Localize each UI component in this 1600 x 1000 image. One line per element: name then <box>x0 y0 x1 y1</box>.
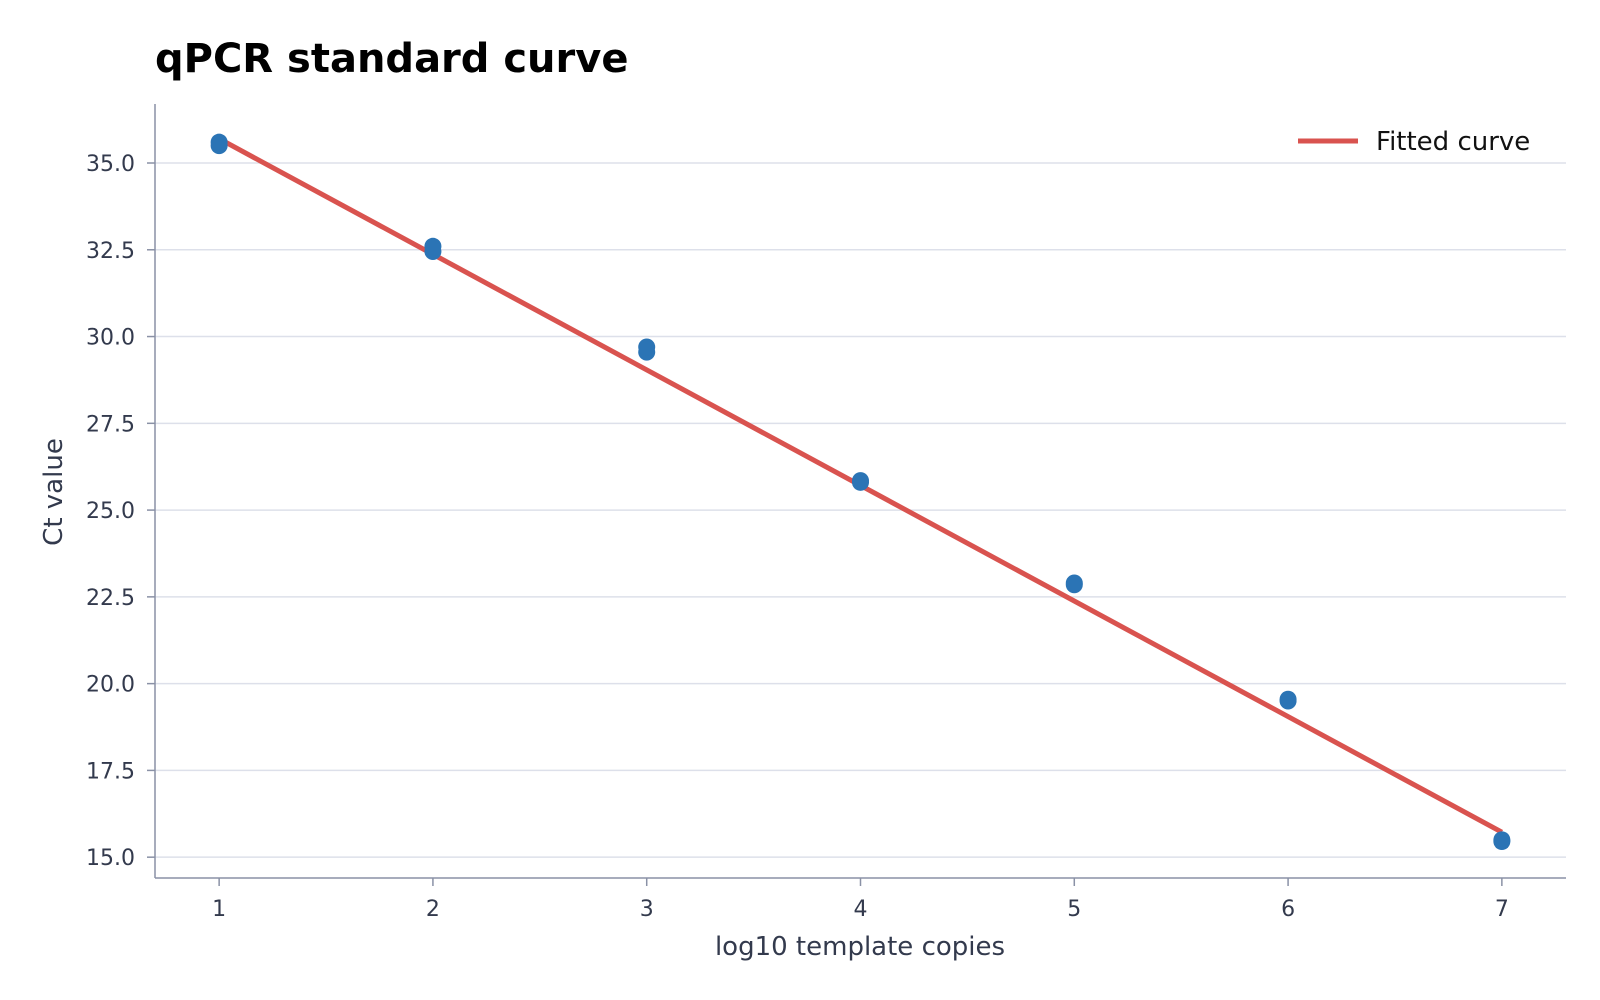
data-points-layer <box>210 133 1511 851</box>
x-axis-label: log10 template copies <box>715 932 1005 962</box>
x-tick-label: 5 <box>1067 897 1081 922</box>
y-axis-label: Ct value <box>39 438 69 546</box>
chart-title: qPCR standard curve <box>155 36 628 82</box>
y-tick-label: 27.5 <box>86 412 135 437</box>
data-point <box>424 237 442 255</box>
y-tick-label: 25.0 <box>86 499 135 524</box>
x-tick-label: 4 <box>854 897 868 922</box>
data-point <box>1065 574 1083 592</box>
data-point <box>638 338 656 356</box>
y-tick-label: 22.5 <box>86 586 135 611</box>
y-tick-label: 20.0 <box>86 673 135 698</box>
y-tick-label: 30.0 <box>86 326 135 351</box>
y-tick-label: 15.0 <box>86 846 135 871</box>
y-tick-label: 35.0 <box>86 152 135 177</box>
legend-label-fitted-curve: Fitted curve <box>1376 127 1530 157</box>
x-tick-label: 1 <box>212 897 226 922</box>
legend: Fitted curve <box>1298 127 1530 157</box>
x-tick-label: 3 <box>640 897 654 922</box>
data-point <box>1493 831 1511 849</box>
y-tick-label: 17.5 <box>86 759 135 784</box>
x-tick-label: 7 <box>1495 897 1509 922</box>
x-tick-label: 2 <box>426 897 440 922</box>
tick-labels: 15.0 17.5 20.0 22.5 25.0 27.5 30.0 32.5 35.0 1 2 3 4… <box>86 152 1509 922</box>
grid-lines <box>155 162 1566 858</box>
y-tick-label: 32.5 <box>86 239 135 264</box>
data-point <box>852 472 869 490</box>
x-tick-label: 6 <box>1281 897 1295 922</box>
data-point <box>210 133 228 151</box>
data-point <box>1279 690 1297 708</box>
